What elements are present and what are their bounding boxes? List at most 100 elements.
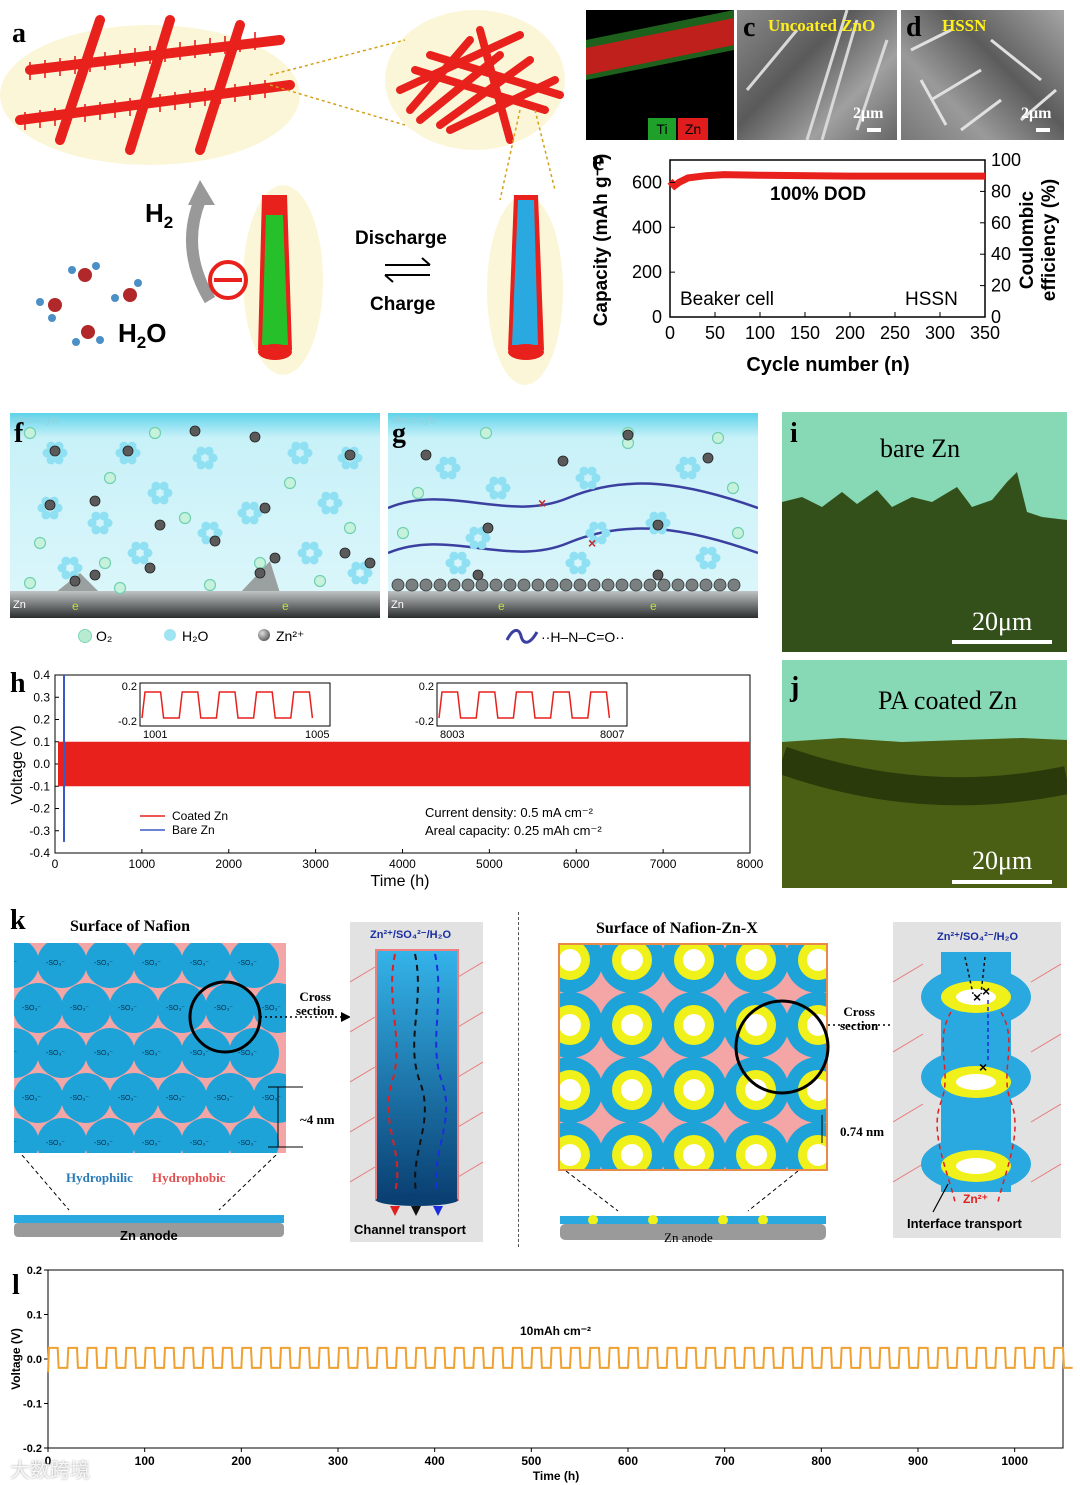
k-hydrophobic: Hydrophobic xyxy=(152,1170,226,1185)
nafion-surface: -SO₃⁻ -SO₃⁻ -SO₃⁻ -SO₃⁻ -SO₃⁻ -SO₃⁻ -SO₃⁻ -SO₃⁻… xyxy=(14,943,286,1153)
k-right-title: Surface of Nafion-Zn-X xyxy=(596,920,758,937)
zn-legend-icon xyxy=(258,629,270,641)
svg-text:×: × xyxy=(982,983,990,999)
svg-text:-SO₃⁻: -SO₃⁻ xyxy=(214,1005,233,1012)
panel-label-f: f xyxy=(14,418,24,449)
e-y2tick-label: 60 xyxy=(991,213,1011,233)
h-ylabel: Voltage (V) xyxy=(9,725,26,804)
svg-text:-SO₃⁻: -SO₃⁻ xyxy=(190,1140,209,1147)
h-xtick-label: 8000 xyxy=(737,857,764,871)
f-zn-label: Zn xyxy=(13,599,26,611)
k-dim-right: 0.74 nm xyxy=(840,1124,885,1139)
k-zn-anode-right: Zn anode xyxy=(664,1230,713,1245)
svg-text:-SO₃⁻: -SO₃⁻ xyxy=(238,1050,257,1057)
panel-g: electrolyte × × Zn e e xyxy=(388,413,758,618)
l-ytick-label: -0.1 xyxy=(23,1399,42,1411)
h-cond-1: Current density: 0.5 mA cm⁻² xyxy=(425,805,594,820)
g-legend-formula: ··H–N–C=O·· xyxy=(541,629,625,645)
g-electrolyte-label: electrolyte xyxy=(392,415,438,426)
svg-text:8007: 8007 xyxy=(600,729,624,741)
svg-text:8003: 8003 xyxy=(440,729,464,741)
e-y2tick-label: 100 xyxy=(991,150,1021,170)
l-xtick-label: 500 xyxy=(521,1454,541,1468)
g-zn-label: Zn xyxy=(391,599,404,611)
svg-text:-SO₃⁻: -SO₃⁻ xyxy=(142,1140,161,1147)
panel-label-k: k xyxy=(10,905,26,936)
e-y2tick-label: 0 xyxy=(991,307,1001,327)
e-xtick-label: 100 xyxy=(745,323,775,343)
svg-text:-SO₃⁻: -SO₃⁻ xyxy=(262,1095,281,1102)
panel-h-chart: 0.4 0.3 0.2 0.1 0.0 -0.1 -0.2 -0.3 -0.40 1000 2000… xyxy=(9,670,764,890)
channel-bottom-label: Channel transport xyxy=(354,1222,466,1237)
svg-text:-SO₃⁻: -SO₃⁻ xyxy=(46,1140,65,1147)
h-bare-series xyxy=(63,675,65,842)
l-ylabel: Voltage (V) xyxy=(9,1328,23,1390)
h-ytick-label: -0.4 xyxy=(29,846,50,860)
h-xtick-label: 7000 xyxy=(650,857,677,871)
g-legend: ··H–N–C=O·· xyxy=(505,626,685,650)
e-ylabel: Capacity (mAh g⁻¹) xyxy=(591,154,612,327)
svg-text:-0.2: -0.2 xyxy=(415,716,434,728)
j-title: PA coated Zn xyxy=(878,686,1018,715)
svg-text:×: × xyxy=(588,535,596,551)
l-xtick-label: 1000 xyxy=(1001,1454,1028,1468)
f-e-label-1: e xyxy=(72,599,79,613)
scale-label-c: 2μm xyxy=(853,105,884,122)
panel-e-chart: 0 50 100 150 200 250 300 3500200400600020406080… xyxy=(591,150,1060,376)
inset-1: 0.2 -0.2 1001 1005 xyxy=(118,681,331,741)
l-ytick-label: 0.0 xyxy=(27,1354,42,1366)
nafion-zn-x-surface xyxy=(558,943,828,1171)
svg-text:-SO₃⁻: -SO₃⁻ xyxy=(238,960,257,967)
cross-section-circle-right xyxy=(734,999,830,1095)
o2-legend-icon xyxy=(78,629,92,643)
h-ytick-label: -0.3 xyxy=(29,824,50,838)
o2-legend-label: O₂ xyxy=(96,628,113,644)
e-xtick-label: 300 xyxy=(925,323,955,343)
water-molecules xyxy=(36,262,142,346)
l-xtick-label: 400 xyxy=(425,1454,445,1468)
svg-text:-SO₃⁻: -SO₃⁻ xyxy=(14,1050,17,1057)
svg-text:-SO₃⁻: -SO₃⁻ xyxy=(142,1050,161,1057)
panel-label-g: g xyxy=(392,418,406,449)
svg-text:-SO₃⁻: -SO₃⁻ xyxy=(22,1095,41,1102)
panel-label-e: e xyxy=(592,146,605,177)
l-xtick-label: 100 xyxy=(135,1454,155,1468)
panel-label-l: l xyxy=(12,1270,20,1301)
h-xtick-label: 2000 xyxy=(215,857,242,871)
svg-text:-SO₃⁻: -SO₃⁻ xyxy=(94,1140,113,1147)
h-ytick-label: -0.1 xyxy=(29,779,50,793)
scale-label-j: 20μm xyxy=(972,846,1033,875)
scale-label-i: 20μm xyxy=(972,607,1033,636)
f-electrolyte-label: electrolyte xyxy=(14,415,60,426)
panel-label-c: c xyxy=(743,12,756,43)
svg-text:-SO₃⁻: -SO₃⁻ xyxy=(94,1050,113,1057)
panel-j: PA coated Zn 20μm xyxy=(782,660,1067,888)
panel-a-illustration xyxy=(0,10,565,385)
nafion-layer xyxy=(14,1215,284,1223)
svg-text:1001: 1001 xyxy=(143,729,167,741)
l-xtick-label: 300 xyxy=(328,1454,348,1468)
h-ytick-label: -0.2 xyxy=(29,802,50,816)
svg-text:-0.2: -0.2 xyxy=(118,716,137,728)
legend-bare: Bare Zn xyxy=(172,823,215,837)
h-xtick-label: 3000 xyxy=(302,857,329,871)
h2o-label: H2O xyxy=(118,318,167,353)
h-cond-2: Areal capacity: 0.25 mAh cm⁻² xyxy=(425,823,602,838)
g-e-label-2: e xyxy=(650,599,657,613)
l-xlabel: Time (h) xyxy=(533,1469,579,1483)
svg-text:-SO₃⁻: -SO₃⁻ xyxy=(46,960,65,967)
svg-text:-SO₃⁻: -SO₃⁻ xyxy=(118,1005,137,1012)
svg-text:-SO₃⁻: -SO₃⁻ xyxy=(190,1050,209,1057)
e-right-label: HSSN xyxy=(905,289,958,310)
l-ytick-label: -0.2 xyxy=(23,1443,42,1455)
e-xtick-label: 250 xyxy=(880,323,910,343)
legend-ti: Ti xyxy=(648,118,676,140)
k-dim-left: ~4 nm xyxy=(300,1112,335,1127)
panel-label-d: d xyxy=(906,12,922,43)
panel-d-sem: 2μm xyxy=(901,10,1064,140)
svg-text:-SO₃⁻: -SO₃⁻ xyxy=(190,960,209,967)
k-divider xyxy=(518,912,519,1247)
svg-text:-SO₃⁻: -SO₃⁻ xyxy=(14,1140,17,1147)
scale-label-d: 2μm xyxy=(1021,105,1052,122)
panel-label-b: b xyxy=(592,12,608,43)
